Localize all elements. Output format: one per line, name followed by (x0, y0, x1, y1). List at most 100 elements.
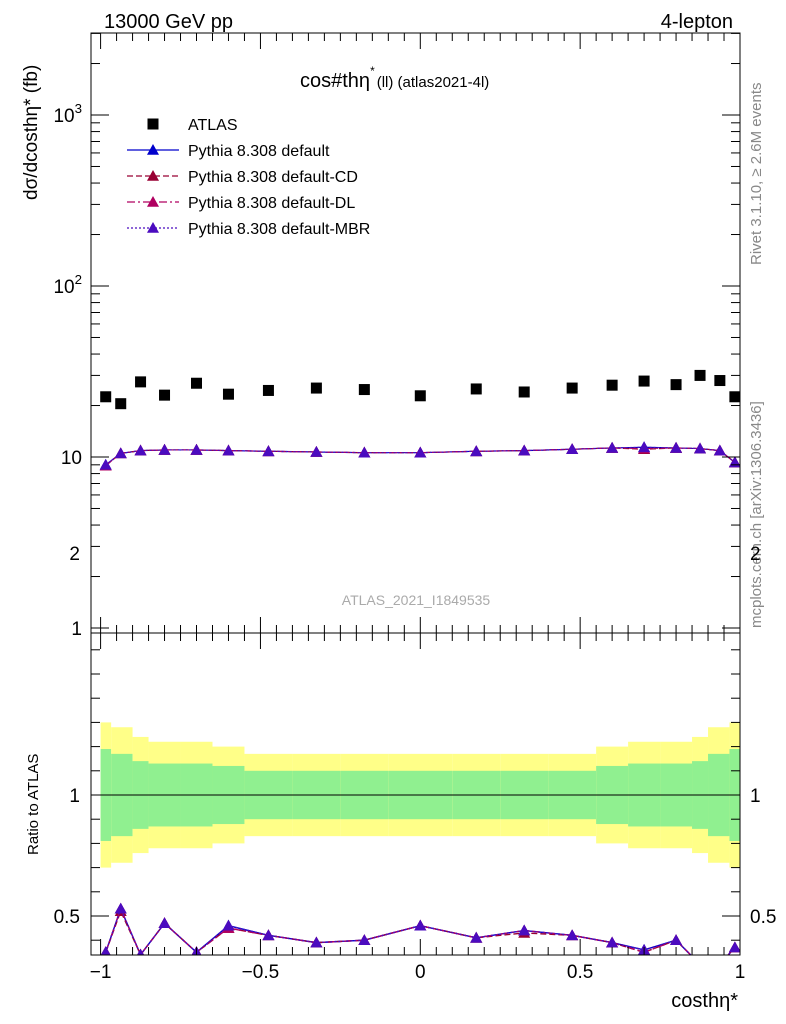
atlas-data-point (414, 390, 426, 402)
x-axis-label: costhη* (671, 990, 738, 1012)
ratio-series-4-marker (728, 941, 740, 953)
ratio-series-4-marker (470, 931, 483, 943)
ratio-series-line-3 (105, 906, 736, 955)
rivet-version-label: Rivet 3.1.10, ≥ 2.6M events (748, 83, 765, 266)
legend-entry: Pythia 8.308 default (127, 143, 330, 160)
ratio-series-line-1 (105, 906, 736, 955)
ratio-series-4-marker (414, 919, 427, 931)
bottom-panel-frame (90, 632, 741, 956)
ratio-series-4-marker (137, 948, 145, 955)
top-series-4-marker (518, 444, 531, 456)
plot-title-base: cos#thη (300, 70, 370, 92)
top-series-4-marker (134, 444, 147, 456)
top-series-4-marker (470, 445, 483, 457)
ratio-series-4-marker (310, 936, 323, 948)
x-tick-label: −1 (90, 962, 112, 983)
ratio-series-3-marker (714, 958, 726, 969)
ratio-series-4-marker (158, 917, 171, 929)
atlas-data-point (222, 388, 234, 400)
ratio-y-tick-label-right: 1 (750, 786, 761, 807)
top-series-4-marker (222, 444, 235, 456)
atlas-data-point (638, 375, 650, 387)
legend: ATLAS Pythia 8.308 default Pythia 8.308 de… (127, 117, 370, 238)
ratio-series-3-marker (694, 958, 706, 969)
ratio-series-line-2 (105, 909, 736, 955)
ratio-series-4-marker (518, 924, 531, 936)
ratio-series-4-marker (694, 958, 706, 969)
legend-triangle-marker (147, 196, 159, 207)
plot-title: cos#thη*(ll) (atlas2021-4l) (300, 64, 489, 92)
ratio-series-4-marker (714, 958, 726, 969)
top-series-group (99, 441, 740, 471)
mcplots-label: mcplots.cern.ch [arXiv:1306.3436] (748, 401, 765, 628)
atlas-data-point (135, 376, 147, 388)
ratio-series-group (100, 902, 740, 969)
top-y-axis-label: dσ/dcosthη* (fb) (21, 65, 42, 200)
ratio-series-4-marker (262, 929, 275, 941)
legend-label: ATLAS (188, 117, 238, 134)
atlas-data-point (470, 383, 482, 395)
x-tick-label: 1 (735, 962, 746, 983)
legend-entry: ATLAS (147, 117, 238, 134)
ratio-series-4-marker (566, 929, 579, 941)
top-series-4-marker (713, 444, 726, 456)
analysis-watermark: ATLAS_2021_I1849535 (342, 592, 491, 608)
atlas-data-point (606, 379, 618, 391)
atlas-data-point (115, 398, 127, 410)
atlas-points-group (100, 369, 741, 410)
legend-square-marker (147, 118, 159, 130)
plot-title-sub: (ll) (atlas2021-4l) (377, 74, 490, 91)
ratio-series-line-4 (105, 906, 736, 955)
ratio-y-tick-label-left: 1 (69, 786, 80, 807)
legend-triangle-marker (147, 222, 159, 233)
atlas-data-point (159, 389, 171, 401)
atlas-data-point (358, 384, 370, 396)
top-series-4-marker (606, 441, 619, 453)
ratio-series-4-marker (114, 902, 127, 914)
legend-entry: Pythia 8.308 default-DL (127, 195, 355, 212)
top-series-4-marker (414, 446, 427, 458)
top-series-4-marker (728, 456, 740, 468)
atlas-data-point (262, 384, 274, 396)
plot-title-sup: * (370, 64, 375, 78)
ratio-series-4-marker (606, 936, 619, 948)
legend-triangle-marker (147, 170, 159, 181)
ratio-series-1-marker (714, 958, 726, 969)
x-tick-label: 0 (415, 962, 426, 983)
atlas-data-point (191, 377, 203, 389)
legend-label: Pythia 8.308 default-DL (188, 195, 355, 212)
top-series-4-marker (190, 443, 203, 455)
ratio-series-4-marker (670, 934, 683, 945)
header-left-label: 13000 GeV pp (104, 11, 233, 33)
ratio-series-1-marker (694, 958, 706, 969)
ratio-y-tick-label-left: 0.5 (54, 907, 80, 928)
atlas-data-point (670, 379, 682, 391)
x-tick-label: 0.5 (567, 962, 593, 983)
bottom-y-axis-label: Ratio to ATLAS (25, 754, 42, 855)
ratio-y-tick-label-right: 0.5 (750, 907, 776, 928)
ratio-series-2-marker (694, 958, 706, 969)
atlas-data-point (729, 391, 741, 403)
axis-ticks-group: 1 10 102 103 −1 −0.5 0 0.5 1 0.5 0.5 1 1 2 2 (53, 32, 776, 983)
top-y-tick-label: 1 (71, 619, 82, 640)
top-y-tick-label: 102 (53, 272, 82, 298)
top-series-4-marker (566, 443, 579, 455)
header-right-label: 4-lepton (661, 11, 733, 33)
atlas-data-point (100, 391, 112, 403)
x-tick-label: −0.5 (242, 962, 280, 983)
top-series-4-marker (310, 445, 323, 457)
top-series-4-marker (114, 447, 127, 459)
legend-entry: Pythia 8.308 default-MBR (127, 221, 370, 238)
ratio-y-tick-label-left: 2 (69, 544, 80, 565)
atlas-data-point (310, 382, 322, 394)
top-y-tick-label: 103 (53, 101, 82, 127)
top-series-4-marker (694, 442, 707, 454)
atlas-data-point (694, 369, 706, 381)
ratio-series-4-marker (358, 934, 371, 945)
top-series-4-marker (262, 445, 275, 457)
atlas-data-point (566, 382, 578, 394)
ratio-y-tick-label-right: 2 (750, 544, 761, 565)
top-y-tick-label: 10 (61, 448, 82, 469)
ratio-series-2-marker (714, 958, 726, 969)
